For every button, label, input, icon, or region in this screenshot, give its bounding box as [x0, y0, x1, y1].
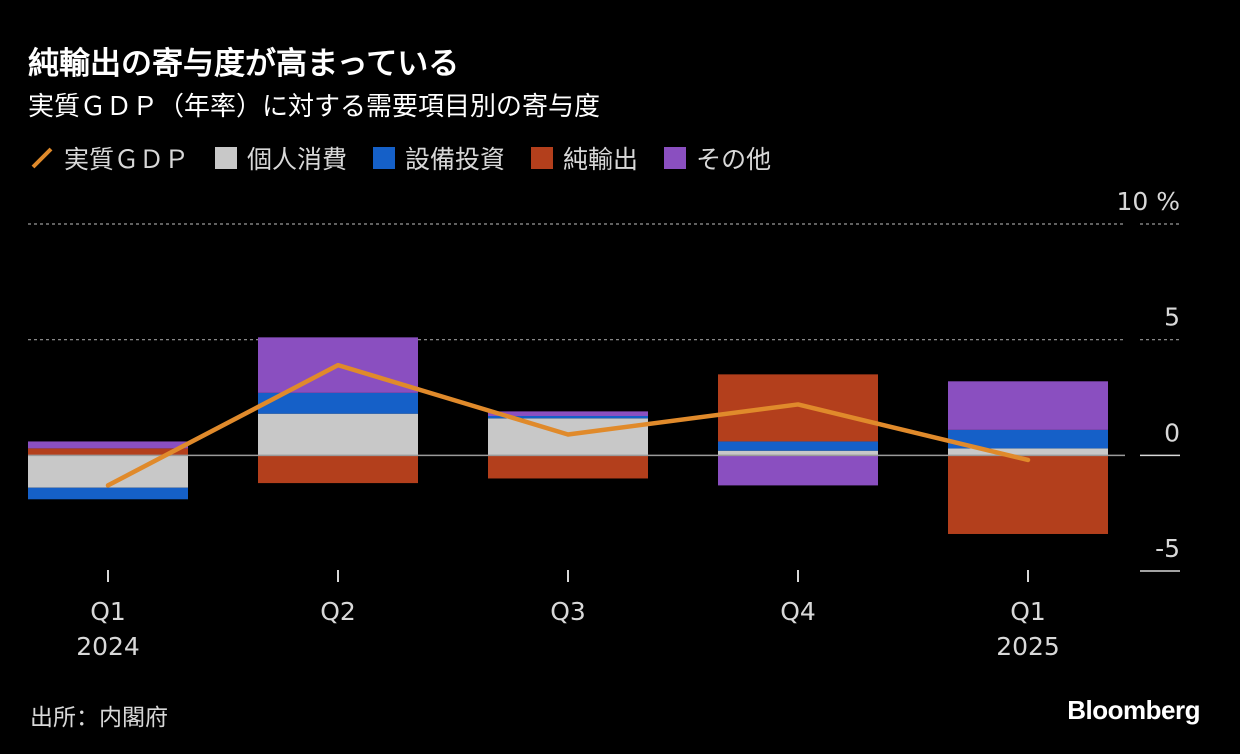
legend-swatch-other: [664, 147, 687, 169]
y-axis: 10 % 5 0 -5: [1116, 187, 1180, 572]
y-tick-label: 10 %: [1116, 187, 1180, 216]
bar-stack-2: [488, 411, 648, 479]
x-axis: Q1 2024 Q2 Q3 Q4 Q1 2025: [76, 570, 1060, 661]
bar-consumption-0: [28, 455, 188, 488]
source-note: 出所：内閣府: [30, 705, 168, 731]
legend-line-icon: [31, 147, 53, 169]
legend-label-net-exports: 純輸出: [563, 145, 639, 174]
bar-consumption-4: [948, 448, 1108, 456]
legend-item-other: その他: [664, 140, 771, 176]
legend-label-capex: 設備投資: [405, 145, 506, 174]
bar-capex-0: [28, 487, 188, 500]
legend-item-gdp: 実質ＧＤＰ: [30, 140, 189, 176]
y-tick-label: 0: [1164, 418, 1180, 447]
bar-other-0: [28, 441, 188, 449]
bar-stack-0: [28, 441, 188, 500]
legend-swatch-net-exports: [531, 147, 554, 169]
legend-swatch-consumption: [215, 147, 238, 169]
bar-other-3: [718, 455, 878, 486]
bar-consumption-2: [488, 418, 648, 456]
legend-item-consumption: 個人消費: [215, 140, 347, 176]
y-tick-label: 5: [1164, 303, 1180, 332]
gridlines: [28, 223, 1125, 341]
x-year-label-0: 2024: [76, 632, 140, 661]
y-tick-label: -5: [1155, 534, 1180, 563]
bar-stacks: [28, 337, 1108, 534]
bar-net_exports-0: [28, 448, 188, 456]
bar-other-4: [948, 381, 1108, 430]
x-tick-label-1: Q2: [320, 597, 356, 626]
bar-stack-1: [258, 337, 418, 484]
bar-capex-3: [718, 441, 878, 451]
bar-consumption-3: [718, 450, 878, 456]
legend-label-gdp: 実質ＧＤＰ: [64, 145, 190, 174]
legend-label-other: その他: [696, 145, 772, 174]
bar-capex-4: [948, 429, 1108, 449]
x-tick-label-3: Q4: [780, 597, 816, 626]
bar-consumption-1: [258, 413, 418, 456]
chart-subtitle: 実質ＧＤＰ（年率）に対する需要項目別の寄与度: [28, 92, 601, 122]
x-tick-label-0: Q1: [90, 597, 126, 626]
bloomberg-logo: Bloomberg: [1067, 695, 1200, 725]
chart-title: 純輸出の寄与度が高まっている: [28, 46, 460, 82]
bar-capex-1: [258, 392, 418, 414]
bar-net_exports-3: [718, 374, 878, 442]
x-tick-label-4: Q1: [1010, 597, 1046, 626]
legend-item-net-exports: 純輸出: [531, 140, 638, 176]
bar-other-2: [488, 411, 648, 417]
bar-capex-2: [488, 416, 648, 419]
bar-net_exports-1: [258, 455, 418, 484]
legend-item-capex: 設備投資: [373, 140, 505, 176]
gdp-line-group: [105, 362, 1031, 488]
bar-stack-3: [718, 374, 878, 486]
x-tick-label-2: Q3: [550, 597, 586, 626]
bar-stack-4: [948, 381, 1108, 534]
x-year-label-4: 2025: [996, 632, 1060, 661]
bar-net_exports-4: [948, 455, 1108, 534]
legend-swatch-capex: [373, 147, 396, 169]
legend: 実質ＧＤＰ 個人消費 設備投資 純輸出 その他: [30, 140, 797, 176]
legend-label-consumption: 個人消費: [247, 145, 348, 174]
bar-net_exports-2: [488, 455, 648, 479]
